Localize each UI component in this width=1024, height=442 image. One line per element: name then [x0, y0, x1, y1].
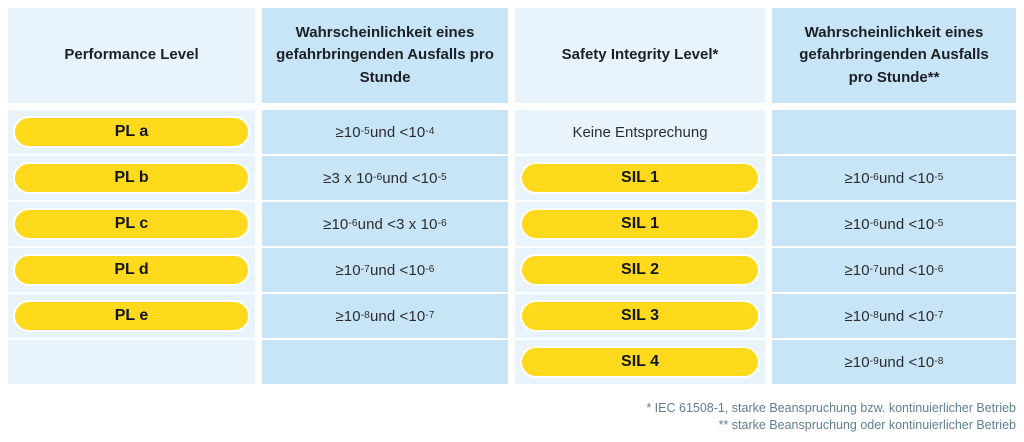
pl-probability-cell	[262, 340, 508, 384]
sil-probability-cell: ≥10 -8 und <10 -7	[772, 294, 1016, 338]
table-row: PL d ≥10 -7 und <10 -6 SIL 2 ≥10 -7 und <10…	[8, 248, 1016, 292]
sil-cell: SIL 1	[515, 202, 765, 246]
pl-probability-cell: ≥10 -7 und <10 -6	[262, 248, 508, 292]
pl-badge: PL c	[13, 208, 250, 240]
sil-cell: SIL 2	[515, 248, 765, 292]
pl-cell: PL b	[8, 156, 255, 200]
sil-cell: SIL 3	[515, 294, 765, 338]
pl-cell: PL a	[8, 110, 255, 154]
sil-probability-cell	[772, 110, 1016, 154]
table-row: PL e ≥10 -8 und <10 -7 SIL 3 ≥10 -8 und <10…	[8, 294, 1016, 338]
sil-probability-cell: ≥10 -9 und <10 -8	[772, 340, 1016, 384]
pl-cell: PL c	[8, 202, 255, 246]
no-equivalent-label: Keine Entsprechung	[572, 123, 708, 141]
sil-cell: Keine Entsprechung	[515, 110, 765, 154]
header-sil-failure-probability: Wahrscheinlichkeit eines gefahrbringende…	[772, 8, 1016, 103]
sil-badge: SIL 3	[520, 300, 760, 332]
pl-probability-cell: ≥3 x 10 -6 und <10 -5	[262, 156, 508, 200]
pl-cell-empty	[8, 340, 255, 384]
header-performance-level: Performance Level	[8, 8, 255, 103]
footnotes: * IEC 61508-1, starke Beanspruchung bzw.…	[646, 400, 1016, 434]
pl-sil-table: Performance Level Wahrscheinlichkeit ein…	[8, 8, 1016, 386]
footnote-demand-mode: ** starke Beanspruchung oder kontinuierl…	[718, 418, 1016, 432]
pl-badge: PL a	[13, 116, 250, 148]
table-row: SIL 4 ≥10 -9 und <10 -8	[8, 340, 1016, 384]
table-row: PL c ≥10 -6 und <3 x 10 -6 SIL 1 ≥10 -6 und…	[8, 202, 1016, 246]
pl-probability-cell: ≥10 -8 und <10 -7	[262, 294, 508, 338]
pl-cell: PL d	[8, 248, 255, 292]
sil-badge: SIL 2	[520, 254, 760, 286]
header-safety-integrity-level: Safety Integrity Level*	[515, 8, 765, 103]
table-row: PL b ≥3 x 10 -6 und <10 -5 SIL 1 ≥10 -6 und…	[8, 156, 1016, 200]
sil-badge: SIL 1	[520, 162, 760, 194]
sil-probability-cell: ≥10 -7 und <10 -6	[772, 248, 1016, 292]
sil-badge: SIL 4	[520, 346, 760, 378]
sil-badge: SIL 1	[520, 208, 760, 240]
sil-probability-cell: ≥10 -6 und <10 -5	[772, 202, 1016, 246]
table-row: PL a ≥10 -5 und <10 -4 Keine Entsprechung	[8, 110, 1016, 154]
pl-probability-cell: ≥10 -6 und <3 x 10 -6	[262, 202, 508, 246]
sil-probability-cell: ≥10 -6 und <10 -5	[772, 156, 1016, 200]
sil-cell: SIL 4	[515, 340, 765, 384]
sil-cell: SIL 1	[515, 156, 765, 200]
pl-probability-cell: ≥10 -5 und <10 -4	[262, 110, 508, 154]
pl-cell: PL e	[8, 294, 255, 338]
pl-badge: PL b	[13, 162, 250, 194]
table-header-row: Performance Level Wahrscheinlichkeit ein…	[8, 8, 1016, 103]
pl-badge: PL e	[13, 300, 250, 332]
pl-badge: PL d	[13, 254, 250, 286]
footnote-sil-standard: * IEC 61508-1, starke Beanspruchung bzw.…	[646, 401, 1016, 415]
header-pl-failure-probability: Wahrscheinlichkeit eines gefahrbringende…	[262, 8, 508, 103]
